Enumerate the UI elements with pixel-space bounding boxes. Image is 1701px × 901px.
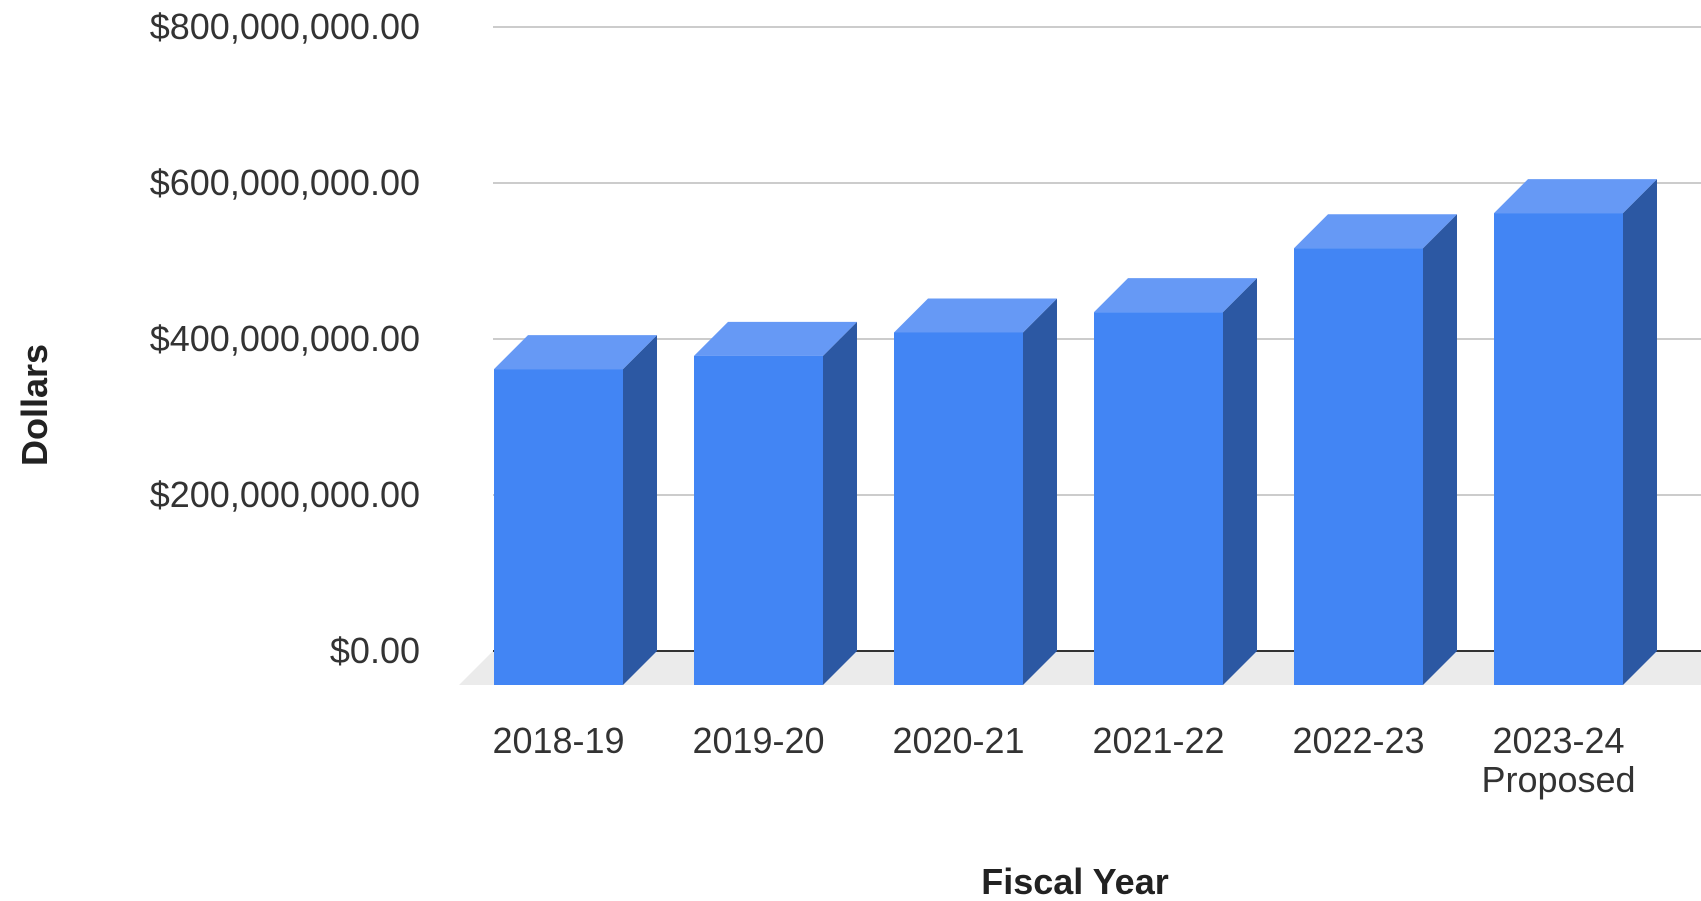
bar-side-face	[1423, 214, 1457, 685]
y-tick-label: $800,000,000.00	[150, 6, 420, 47]
bar-side-face	[1023, 298, 1057, 685]
y-tick-label: $600,000,000.00	[150, 162, 420, 203]
y-axis-ticks: $0.00 $200,000,000.00 $400,000,000.00 $600,…	[150, 6, 420, 671]
bar-top-face	[894, 298, 1057, 333]
x-tick-label: 2022-23	[1292, 720, 1424, 761]
y-axis-title: Dollars	[14, 344, 55, 466]
bar-front-face	[1294, 248, 1423, 685]
bar-side-face	[1223, 278, 1257, 685]
x-tick-label: 2018-19	[492, 720, 624, 761]
bar-top-face	[1294, 214, 1457, 249]
x-tick-label: 2020-21	[892, 720, 1024, 761]
y-tick-label: $200,000,000.00	[150, 474, 420, 515]
bar-front-face	[894, 332, 1023, 685]
bars	[494, 179, 1657, 685]
bar-top-face	[694, 321, 857, 356]
bar-top-face	[494, 335, 657, 370]
bar-front-face	[1094, 312, 1223, 685]
bar-front-face	[694, 355, 823, 685]
bar-side-face	[1623, 179, 1657, 685]
bar-side-face	[823, 321, 857, 685]
bar-front-face	[1494, 213, 1623, 685]
bar	[1294, 214, 1457, 685]
bar	[694, 321, 857, 685]
x-axis-ticks: 2018-19 2019-20 2020-21 2021-22 2022-23 2023-…	[492, 720, 1635, 800]
bar	[1494, 179, 1657, 685]
x-tick-label: 2021-22	[1092, 720, 1224, 761]
bar-top-face	[1094, 278, 1257, 313]
bar-top-face	[1494, 179, 1657, 214]
bar	[494, 335, 657, 685]
bar	[894, 298, 1057, 685]
bar	[1094, 278, 1257, 685]
x-axis-title: Fiscal Year	[981, 861, 1169, 901]
y-tick-label: $400,000,000.00	[150, 318, 420, 359]
y-tick-label: $0.00	[330, 630, 420, 671]
bar-front-face	[494, 369, 623, 685]
x-tick-label: 2019-20	[692, 720, 824, 761]
bar-side-face	[623, 335, 657, 685]
x-tick-label: 2023-24 Proposed	[1481, 720, 1635, 800]
